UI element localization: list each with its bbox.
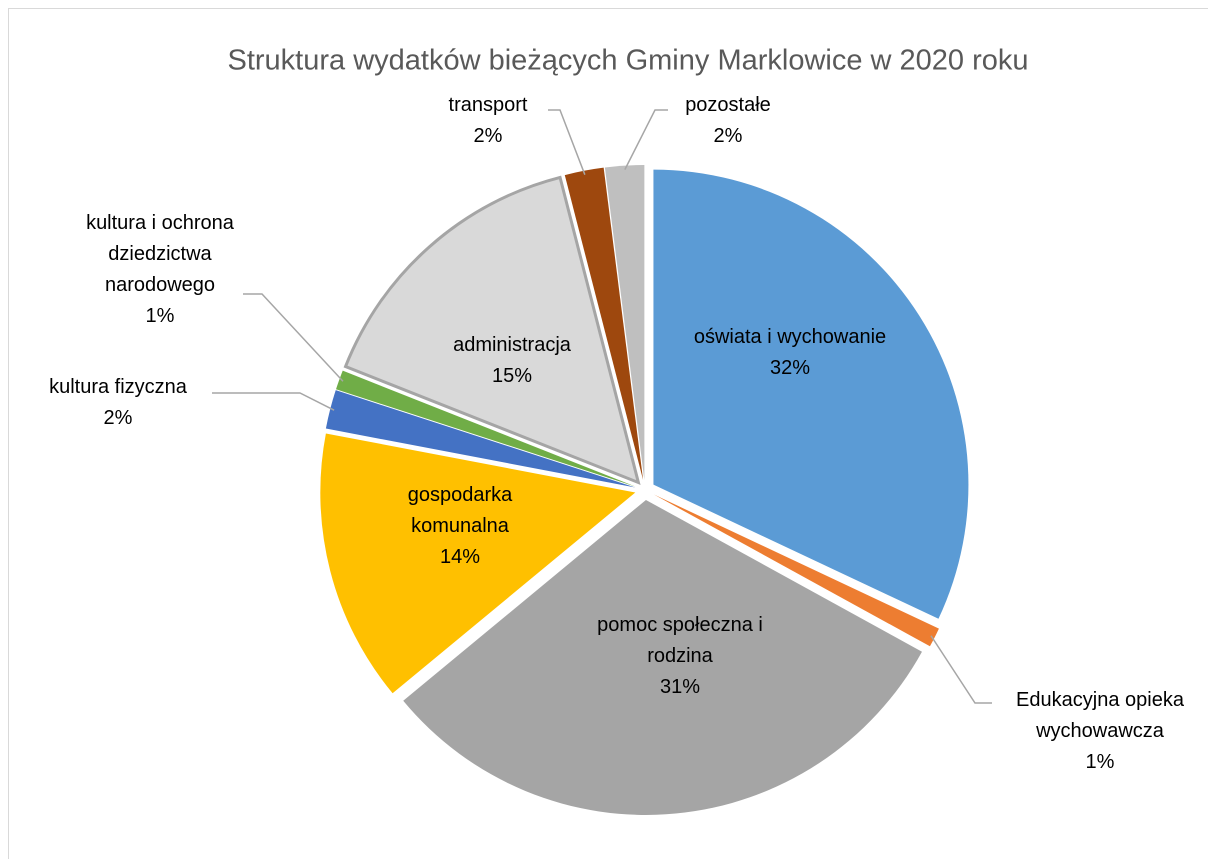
category-label: pozostałe	[685, 94, 771, 116]
slice-label: administracja 15%	[422, 330, 602, 392]
pie-slice	[320, 433, 636, 694]
value-label: 2%	[713, 125, 743, 147]
category-label: oświata i wychowanie	[693, 326, 887, 348]
slice-label: kultura fizyczna 2%	[18, 372, 218, 434]
pie-slice	[653, 494, 939, 647]
pie-slice	[336, 370, 636, 487]
leader-line	[548, 109, 586, 175]
category-label: pomoc społeczna i rodzina	[597, 614, 763, 667]
category-label: kultura i ochrona dziedzictwa narodowego	[86, 212, 234, 296]
pie-slice	[653, 169, 969, 619]
category-label: administracja	[453, 334, 571, 356]
pie-slice	[564, 167, 644, 481]
slice-label: pomoc społeczna i rodzina 31%	[565, 610, 795, 703]
leader-line	[243, 293, 344, 382]
value-label: 1%	[1085, 751, 1115, 773]
pie-slice	[403, 499, 922, 815]
category-label: transport	[448, 94, 528, 116]
value-label: 14%	[439, 546, 481, 568]
chart-frame	[8, 8, 1208, 859]
slice-label: kultura i ochrona dziedzictwa narodowego…	[65, 208, 255, 332]
slice-label: transport 2%	[413, 90, 563, 152]
pie-slice	[325, 390, 636, 488]
slice-label: gospodarka komunalna 14%	[375, 480, 545, 573]
value-label: 2%	[103, 407, 133, 429]
category-label: gospodarka komunalna	[407, 484, 513, 537]
slice-label: oświata i wychowanie 32%	[690, 322, 890, 384]
value-label: 32%	[769, 357, 811, 379]
value-label: 15%	[491, 365, 533, 387]
value-label: 31%	[659, 676, 701, 698]
category-label: Edukacyjna opieka wychowawcza	[1016, 689, 1184, 742]
category-label: kultura fizyczna	[49, 376, 187, 398]
leader-line	[624, 109, 668, 170]
chart-title: Struktura wydatków bieżących Gminy Markl…	[227, 45, 1028, 77]
pie-slice	[604, 165, 645, 481]
pie-slice	[343, 175, 641, 485]
value-label: 1%	[145, 305, 175, 327]
value-label: 2%	[473, 125, 503, 147]
slice-label: pozostałe 2%	[653, 90, 803, 152]
slice-label: Edukacyjna opieka wychowawcza 1%	[990, 685, 1208, 778]
leader-line	[930, 635, 992, 704]
leader-line	[212, 392, 335, 411]
